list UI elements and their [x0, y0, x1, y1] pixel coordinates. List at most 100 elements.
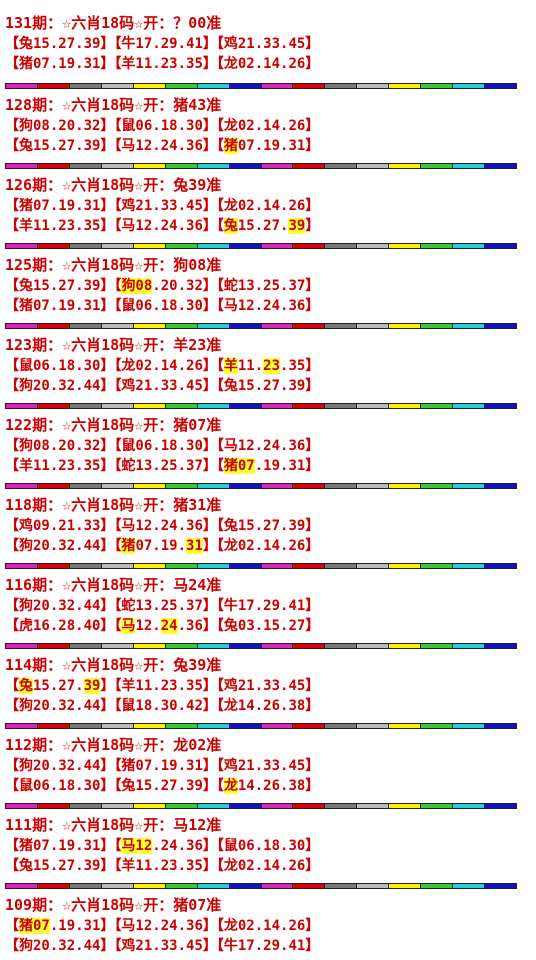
zodiac-group-text: 【鼠06.18.30】: [114, 438, 217, 454]
zodiac-number-row: 【狗20.32.44】【猪07.19.31】【龙02.14.26】: [5, 536, 319, 556]
zodiac-group-text: 【鼠06.18.30】: [114, 118, 217, 134]
divider-segment: [325, 804, 358, 808]
zodiac-group-text: 07.19.: [135, 538, 187, 554]
divider-segment: [389, 404, 422, 408]
zodiac-group-text: 15.27.: [33, 678, 84, 694]
divider-segment: [293, 564, 326, 568]
divider-segment: [37, 324, 70, 328]
divider-segment: [37, 644, 70, 648]
divider-segment: [6, 804, 38, 808]
divider-segment: [293, 84, 326, 88]
divider-segment: [229, 804, 262, 808]
zodiac-group-text: 【: [114, 538, 122, 554]
winning-highlight: 马12: [121, 838, 153, 854]
divider-segment: [325, 644, 358, 648]
zodiac-number-row: 【猪07.19.31】【鼠06.18.30】【马12.24.36】: [5, 296, 319, 316]
divider-segment: [6, 484, 38, 488]
divider-segment: [453, 724, 486, 728]
divider-segment: [133, 84, 166, 88]
divider-segment: [293, 804, 326, 808]
zodiac-group-text: 【鼠06.18.30】: [5, 778, 115, 794]
winning-highlight: 马: [121, 618, 136, 634]
zodiac-number-row: 【兔15.27.39】【羊11.23.35】【鸡21.33.45】: [5, 676, 319, 696]
divider-segment: [133, 404, 166, 408]
divider-segment: [325, 164, 358, 168]
divider-segment: [133, 724, 166, 728]
zodiac-group-text: 【蛇13.25.37】: [216, 278, 320, 294]
zodiac-number-row: 【虎16.28.40】【马12.24.36】【兔03.15.27】: [5, 616, 319, 636]
zodiac-group-text: 【猪07.19.31】: [5, 56, 115, 72]
period-block: 122期：☆六肖18码☆开：猪07准 【狗08.20.32】【鼠06.18.30】…: [0, 400, 536, 480]
zodiac-group-text: 【蛇13.25.37】: [114, 598, 217, 614]
zodiac-group-text: 【: [216, 458, 224, 474]
divider-segment: [325, 324, 358, 328]
divider-segment: [421, 404, 454, 408]
divider-segment: [389, 644, 422, 648]
divider-segment: [165, 564, 198, 568]
divider-segment: [357, 164, 390, 168]
divider-segment: [229, 484, 262, 488]
divider-segment: [165, 484, 198, 488]
zodiac-group-text: 【: [216, 358, 224, 374]
zodiac-group-text: 【马12.24.36】: [114, 518, 217, 534]
zodiac-group-text: 【猪07.19.31】: [5, 298, 115, 314]
divider-segment: [453, 884, 486, 888]
divider-segment: [261, 404, 294, 408]
zodiac-group-text: 【马12.24.36】: [216, 438, 320, 454]
divider-segment: [485, 484, 516, 488]
period-title: 114期：☆六肖18码☆开：兔39准: [5, 656, 222, 674]
divider-segment: [165, 244, 198, 248]
zodiac-group-text: 【龙14.26.38】: [216, 698, 320, 714]
divider-segment: [485, 884, 516, 888]
divider-segment: [389, 564, 422, 568]
period-block: 116期：☆六肖18码☆开：马24准 【狗20.32.44】【蛇13.25.37】…: [0, 560, 536, 640]
period-block: 118期：☆六肖18码☆开：猪31准 【鸡09.21.33】【马12.24.36】…: [0, 480, 536, 560]
divider-segment: [229, 724, 262, 728]
zodiac-group-text: 【蛇13.25.37】: [114, 458, 217, 474]
zodiac-group-text: .19.31】: [254, 458, 320, 474]
zodiac-number-row: 【狗20.32.44】【鼠18.30.42】【龙14.26.38】: [5, 696, 319, 716]
zodiac-group-text: 【兔15.27.39】: [216, 518, 320, 534]
divider-segment: [453, 484, 486, 488]
color-divider-bar: [5, 403, 517, 409]
zodiac-group-text: 【牛17.29.41】: [216, 598, 320, 614]
divider-segment: [293, 644, 326, 648]
zodiac-group-text: 【鼠06.18.30】: [5, 358, 115, 374]
divider-segment: [37, 84, 70, 88]
divider-segment: [389, 484, 422, 488]
divider-segment: [6, 244, 38, 248]
divider-segment: [197, 884, 230, 888]
zodiac-group-text: 【龙02.14.26】: [114, 358, 217, 374]
zodiac-group-text: 【鼠18.30.42】: [114, 698, 217, 714]
divider-segment: [453, 324, 486, 328]
zodiac-group-text: 】: [305, 218, 320, 234]
divider-segment: [197, 644, 230, 648]
divider-segment: [101, 164, 134, 168]
divider-segment: [165, 804, 198, 808]
zodiac-group-text: 【: [114, 278, 122, 294]
zodiac-number-row: 【羊11.23.35】【马12.24.36】【兔15.27.39】: [5, 216, 319, 236]
divider-segment: [421, 324, 454, 328]
zodiac-group-text: 【: [5, 678, 19, 694]
zodiac-group-text: 【狗08.20.32】: [5, 118, 115, 134]
zodiac-group-text: 【马12.24.36】: [114, 138, 217, 154]
zodiac-group-text: 【鼠06.18.30】: [114, 298, 217, 314]
color-divider-bar: [5, 643, 517, 649]
zodiac-group-text: 14.26.38】: [237, 778, 320, 794]
divider-segment: [101, 804, 134, 808]
divider-segment: [133, 644, 166, 648]
divider-segment: [261, 804, 294, 808]
winning-highlight: 23: [263, 358, 281, 374]
divider-segment: [37, 404, 70, 408]
zodiac-group-text: 【狗08.20.32】: [5, 438, 115, 454]
zodiac-group-text: 【鸡21.33.45】: [114, 378, 217, 394]
period-block: 125期：☆六肖18码☆开：狗08准 【兔15.27.39】【狗08.20.32】…: [0, 240, 536, 320]
divider-segment: [165, 404, 198, 408]
divider-segment: [37, 244, 70, 248]
divider-segment: [197, 724, 230, 728]
divider-segment: [197, 164, 230, 168]
winning-highlight: 31: [186, 538, 203, 554]
zodiac-group-text: 【兔15.27.39】: [5, 138, 115, 154]
divider-segment: [357, 724, 390, 728]
divider-segment: [293, 724, 326, 728]
